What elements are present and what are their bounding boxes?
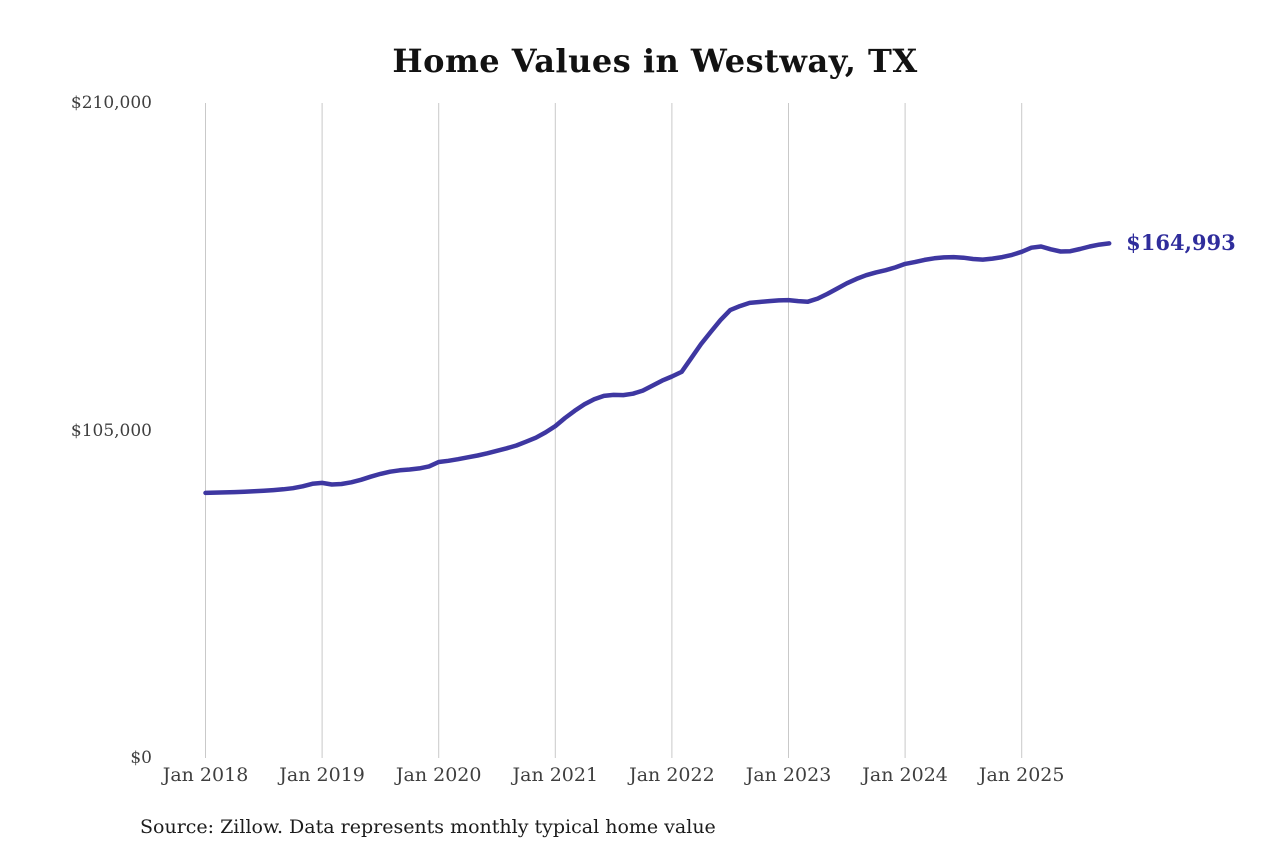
y-axis-tick-label: $105,000 [70,420,152,441]
x-axis-tick-label: Jan 2024 [862,764,948,786]
x-axis-tick-label: Jan 2019 [279,764,365,786]
y-axis-tick-label: $210,000 [70,93,152,113]
x-axis-tick-label: Jan 2023 [745,764,832,786]
x-axis-tick-label: Jan 2022 [629,764,715,786]
x-axis-tick-label: Jan 2018 [162,764,249,786]
chart-title: Home Values in Westway, TX [392,42,918,80]
x-axis-tick-label: Jan 2021 [512,764,599,786]
y-axis-tick-label: $0 [130,748,152,768]
x-axis-tick-label: Jan 2025 [978,764,1065,786]
source-note: Source: Zillow. Data represents monthly … [140,816,716,838]
x-axis-tick-label: Jan 2020 [395,764,482,786]
home-value-line [203,241,1112,496]
end-value-label: $164,993 [1126,230,1236,256]
